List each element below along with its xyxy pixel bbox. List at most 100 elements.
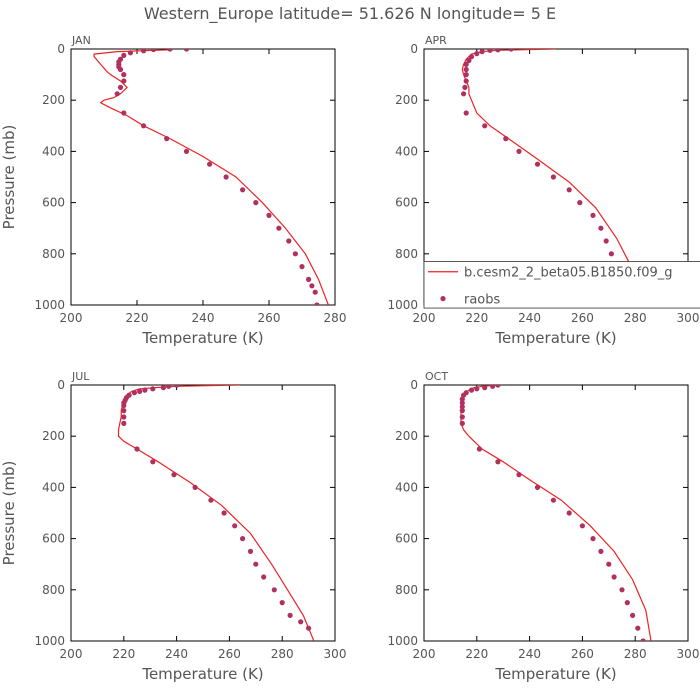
raobs-point [240,536,246,542]
raobs-point [287,612,293,619]
panel-label: JAN [71,34,91,47]
raobs-point [624,600,630,606]
raobs-point [603,238,609,244]
raobs-point [192,484,198,490]
plot-frame [70,384,336,642]
raobs-point [150,459,156,465]
raobs-point [171,472,177,478]
raobs-point [117,84,124,90]
raobs-point [461,91,467,97]
raobs-point [223,174,229,180]
raobs-point [459,404,465,410]
panel-apr: APR 200 220 240 260 280 300 0 200 400 600 800 1000 Te… [387,34,700,347]
y-tick-label: 600 [395,196,418,210]
raobs-point [314,302,320,305]
raobs-point [534,161,541,167]
x-tick-label: 300 [677,311,700,325]
raobs-point [482,123,488,129]
raobs-point [141,123,147,129]
raobs-point [598,225,604,231]
raobs-point [114,91,120,97]
raobs-point [635,625,641,631]
y-tick-label: 0 [57,378,65,392]
x-tick-label: 220 [112,647,135,661]
raobs-point [121,402,127,409]
raobs-point [183,148,190,154]
raobs-point [121,408,127,414]
raobs-point [590,536,596,542]
panel-jul: JUL 200 220 240 260 280 300 0 200 400 600 800 1000 Te… [0,370,346,683]
raobs-point [468,387,475,393]
raobs-point [121,78,127,84]
series-group [459,385,652,641]
legend-raobs-swatch [440,296,446,302]
raobs-point [232,523,238,529]
raobs-point [476,446,482,452]
y-axis-label: Pressure (mb) [0,461,18,566]
y-tick-label: 1000 [34,634,65,648]
panels-group: JAN 200 220 240 260 280 0 200 400 600 800 1000 Tempe… [0,34,700,683]
y-tick-label: 200 [395,429,418,443]
x-tick-label: 260 [571,647,594,661]
raobs-point [121,420,127,426]
y-tick-label: 1000 [387,298,418,312]
x-tick-label: 260 [258,311,281,325]
x-tick-label: 280 [624,647,647,661]
raobs-point [459,396,465,402]
raobs-point [482,385,488,391]
x-tick-label: 280 [271,647,294,661]
y-tick-label: 200 [42,429,65,443]
raobs-point [150,49,157,53]
raobs-point [468,54,475,60]
raobs-point [462,84,468,90]
y-tick-label: 1000 [387,634,418,648]
raobs-point [221,510,227,516]
raobs-point [127,50,133,56]
x-tick-label: 240 [518,647,541,661]
x-tick-label: 200 [60,647,83,661]
y-tick-label: 600 [42,532,65,546]
raobs-point [474,386,480,392]
raobs-point [306,625,312,631]
raobs-point [207,161,213,167]
x-tick-label: 260 [218,647,241,661]
y-tick-label: 1000 [34,298,65,312]
raobs-point [577,200,583,206]
y-tick-label: 400 [42,480,65,494]
raobs-point [271,587,277,593]
raobs-point [550,174,557,180]
panel-jan: JAN 200 220 240 260 280 0 200 400 600 800 1000 Tempe… [0,34,346,347]
x-tick-label: 200 [60,311,83,325]
raobs-point [276,225,282,231]
legend-box [423,261,700,309]
x-tick-label: 200 [413,311,436,325]
x-axis-label: Temperature (K) [494,665,616,683]
raobs-point [174,385,180,388]
raobs-point [459,408,465,414]
raobs-point [298,619,304,625]
raobs-point [247,548,254,555]
x-tick-label: 240 [192,311,215,325]
raobs-point [495,385,501,388]
raobs-point [261,574,267,580]
raobs-point [309,283,315,289]
raobs-point [516,472,522,478]
raobs-point [208,497,214,503]
y-tick-label: 600 [42,196,65,210]
x-tick-label: 240 [165,647,188,661]
figure-title: Western_Europe latitude= 51.626 N longit… [144,4,556,24]
raobs-point [579,523,586,529]
x-tick-label: 300 [324,647,347,661]
x-tick-label: 220 [465,311,488,325]
raobs-point [598,548,604,555]
y-tick-label: 600 [395,532,418,546]
raobs-point [131,390,137,396]
series-group [117,385,315,641]
raobs-point [134,446,140,452]
x-tick-label: 280 [624,311,647,325]
raobs-point [466,57,472,64]
raobs-point [550,497,557,503]
raobs-point [121,52,127,59]
model-profile-line [93,49,329,305]
